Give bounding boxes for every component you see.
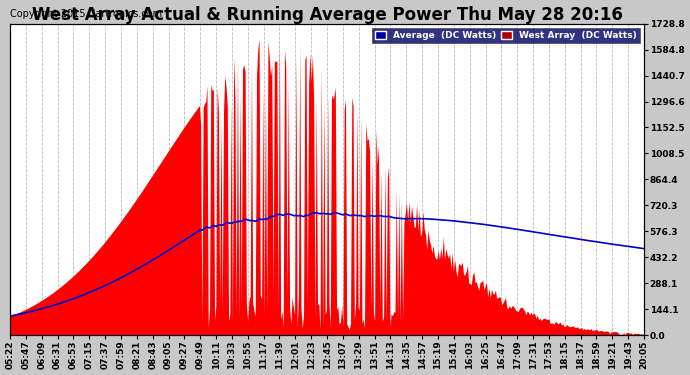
Legend: Average  (DC Watts), West Array  (DC Watts): Average (DC Watts), West Array (DC Watts… [373,28,640,43]
Title: West Array Actual & Running Average Power Thu May 28 20:16: West Array Actual & Running Average Powe… [32,6,622,24]
Text: Copyright 2015 Cartronics.com: Copyright 2015 Cartronics.com [10,9,162,19]
